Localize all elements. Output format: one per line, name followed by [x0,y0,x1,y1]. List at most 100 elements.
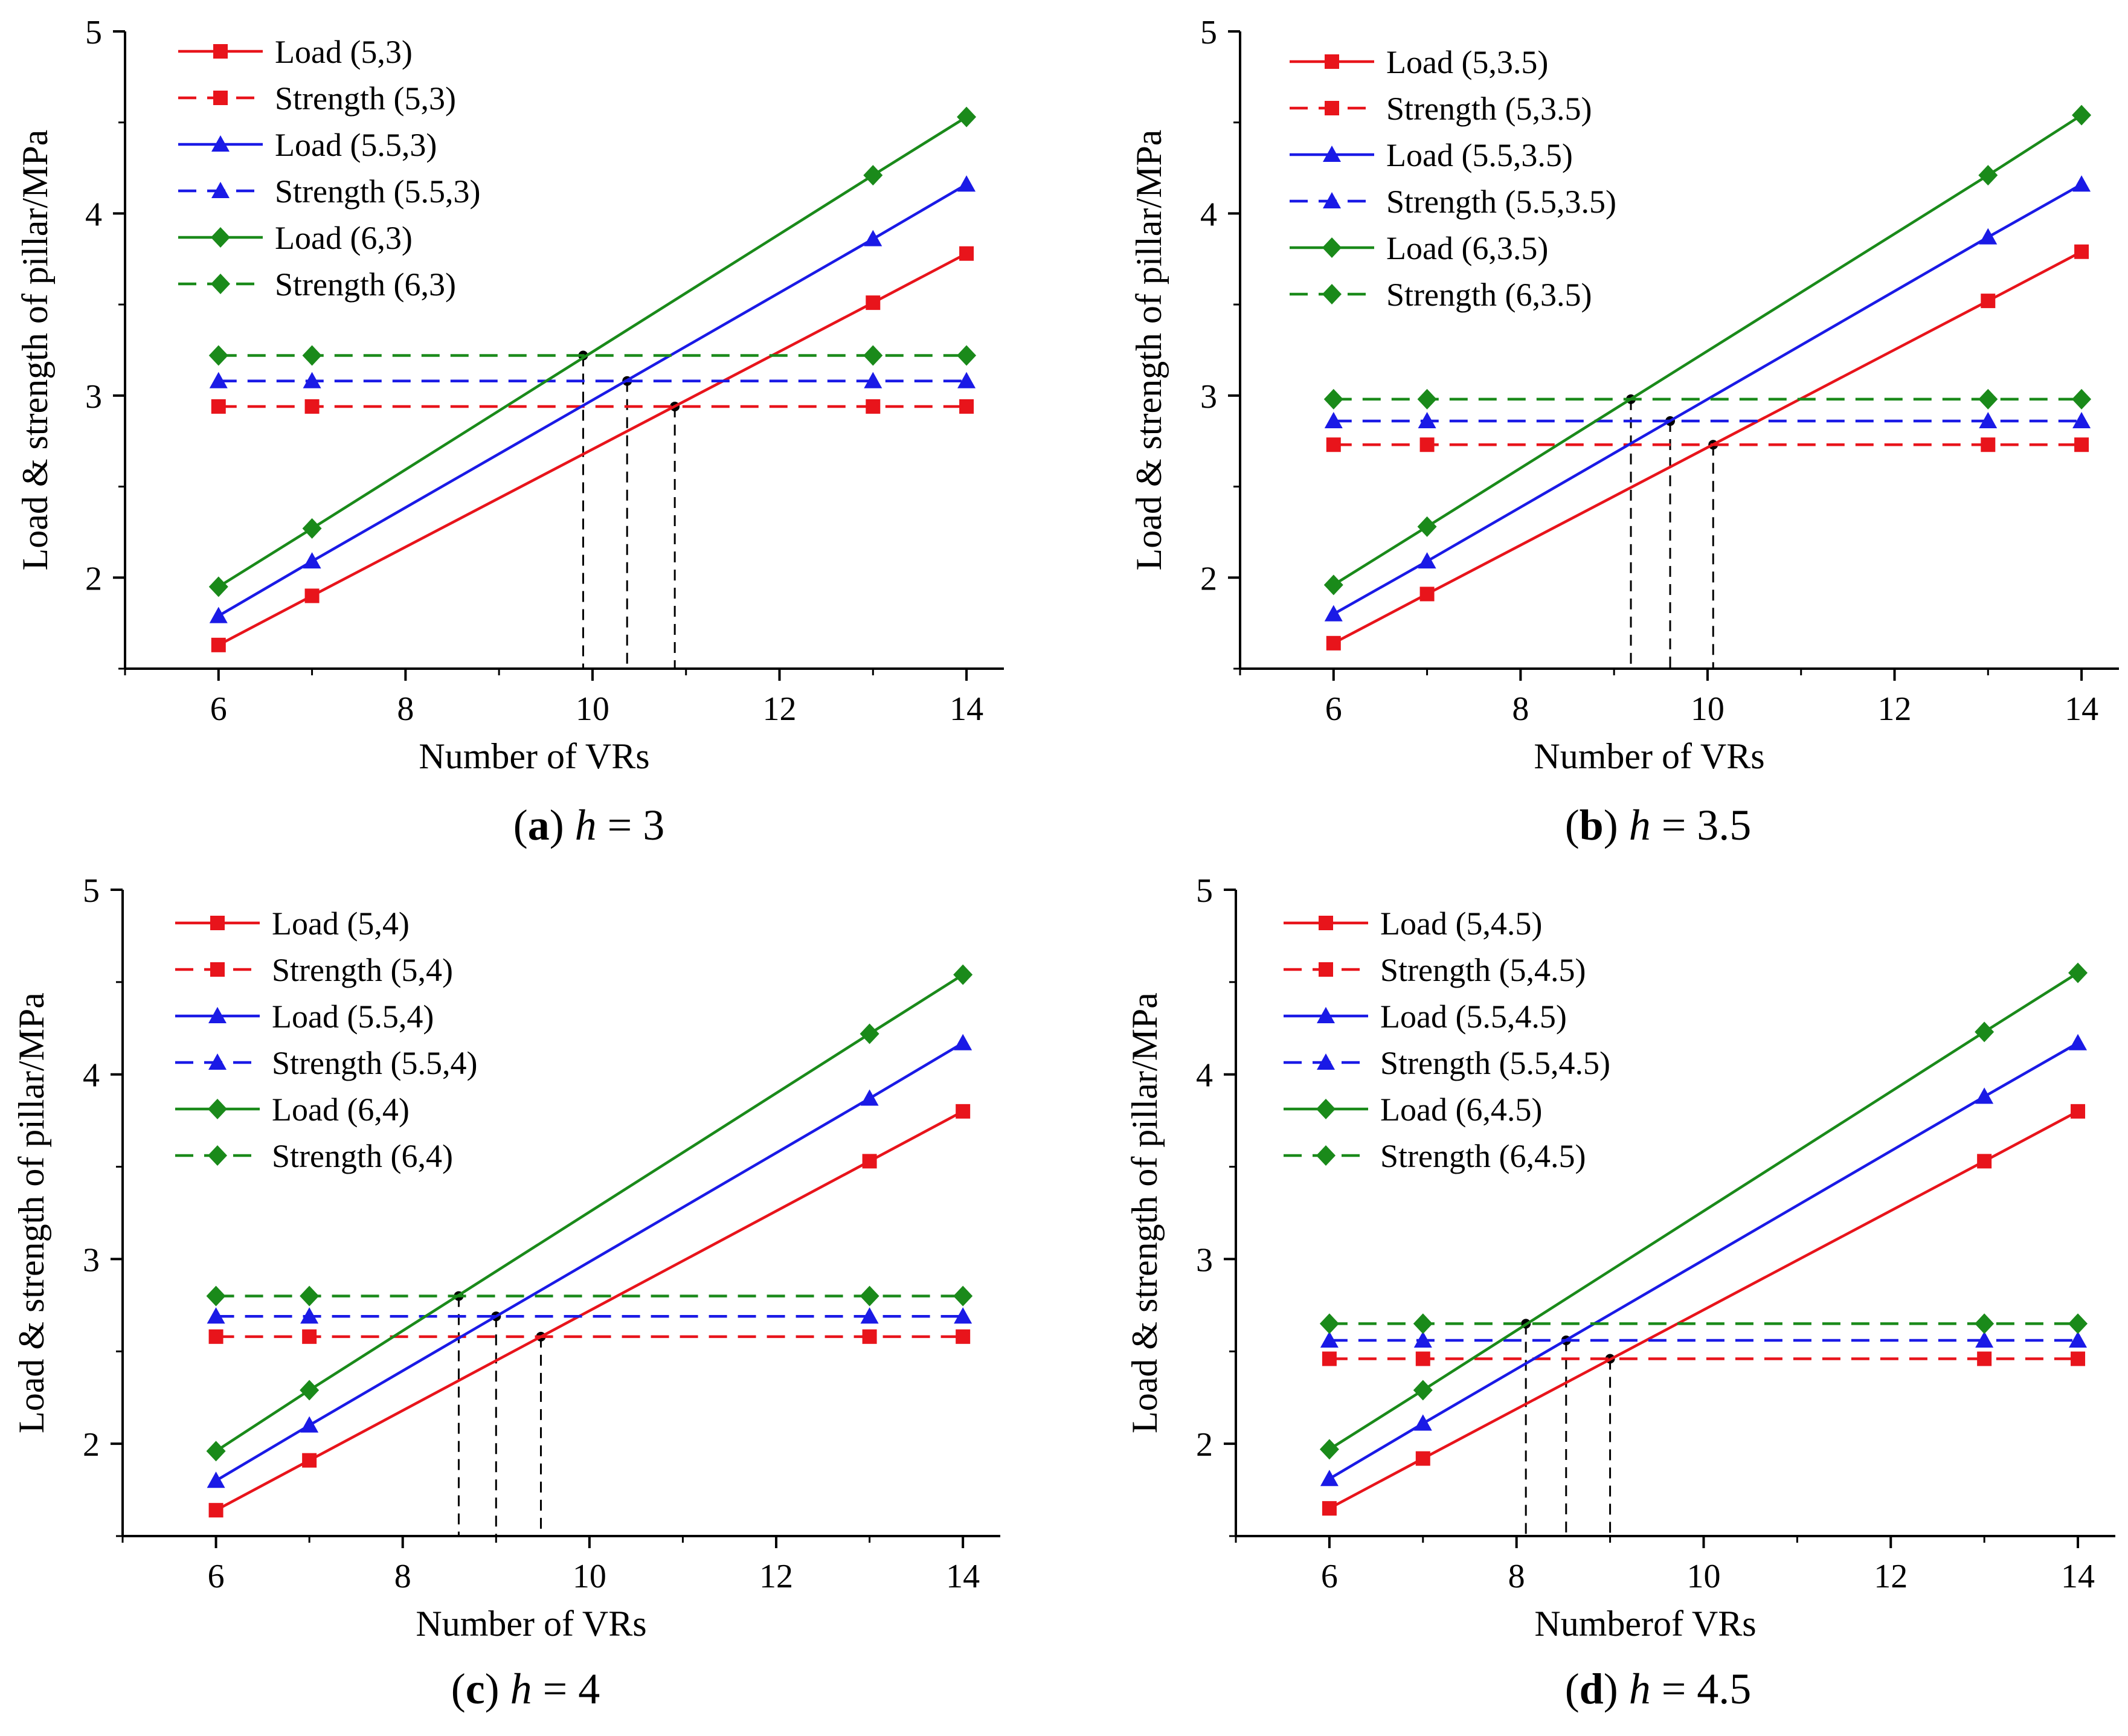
series-line [215,1110,964,1512]
data-point [2074,437,2089,452]
data-point [207,1471,225,1488]
data-point [863,345,883,366]
legend-label: Strength (5,3) [275,80,456,117]
data-point [2074,244,2089,259]
data-point [953,964,973,985]
data-point [1322,1501,1337,1516]
series-4 [208,106,977,597]
series-3 [1320,1331,2088,1348]
data-point [954,1034,972,1050]
series-line [217,115,968,588]
legend: Load (5,4.5) Strength (5,4.5) Load (5.5,4.… [1284,905,1610,1174]
data-point [211,399,226,414]
legend-marker [208,1145,227,1166]
legend-marker [208,1053,227,1070]
panel-caption: (c) h = 4 [451,1665,600,1713]
data-point [2072,412,2091,429]
data-point [866,295,881,310]
legend-label: Strength (6,3) [275,266,456,303]
series-line [215,973,964,1453]
legend-marker [208,1007,227,1023]
series-2 [1320,1034,2088,1487]
legend-label: Strength (5.5,3.5) [1386,184,1616,220]
data-point [1978,388,1998,410]
series-line [1332,183,2083,616]
data-point [957,175,976,192]
series-4 [206,964,973,1462]
y-tick-label: 4 [83,1057,100,1095]
y-tick-label: 3 [1200,378,1217,416]
legend-label: Strength (6,4.5) [1380,1138,1586,1174]
data-point [2068,962,2088,983]
legend-label: Load (5.5,4.5) [1380,998,1567,1035]
x-tick-label: 6 [1325,690,1342,728]
data-point [860,1023,879,1044]
legend-label: Load (5,3) [275,34,413,70]
data-point [957,106,977,127]
data-point [209,371,228,388]
legend-label: Strength (6,3.5) [1386,277,1592,313]
series-0 [1322,1104,2086,1516]
y-tick-label: 3 [83,1241,100,1279]
data-point [2071,1104,2086,1119]
series-3 [209,371,976,388]
data-point [1979,412,1998,429]
legend-marker [1323,192,1341,208]
legend-marker [211,182,230,198]
x-tick-label: 14 [946,1558,980,1595]
data-point [864,371,882,388]
data-point [1981,294,1996,309]
series-line [1332,114,2083,587]
series-4 [1319,962,2088,1460]
x-axis-label: Number of VRs [416,1604,646,1644]
data-point [206,1441,226,1462]
data-point [304,588,320,603]
data-point [1981,437,1996,452]
series-1 [208,1329,971,1344]
y-tick-label: 3 [85,378,102,416]
data-point [1975,1331,1994,1348]
series-line [1328,1110,2079,1510]
x-tick-label: 12 [763,690,797,728]
data-point [1326,437,1341,452]
series-0 [208,1104,971,1518]
x-tick-label: 14 [2061,1558,2095,1595]
series-1 [1322,1351,2086,1366]
x-tick-label: 8 [1512,690,1529,728]
data-point [1415,1451,1430,1466]
chart-panel-c: 6 8 10 12 14 2 3 4 5 Number of VRs Load & strength… [11,872,1000,1713]
data-point [953,1285,973,1307]
y-tick-label: 5 [1196,872,1213,910]
data-point [1413,1414,1432,1431]
legend-marker [1319,962,1333,977]
data-point [1417,516,1437,537]
data-point [1322,1351,1337,1366]
x-tick-label: 10 [1691,690,1725,728]
data-point [957,345,977,366]
data-point [302,345,322,366]
legend-marker [1322,284,1342,304]
legend-label: Load (6,3.5) [1386,230,1548,266]
legend-marker [211,135,230,152]
data-point [206,1285,226,1307]
data-point [1975,1087,1994,1104]
legend-label: Load (5.5,3.5) [1386,137,1573,173]
legend-marker [1317,1053,1335,1070]
series-5 [1319,1313,2088,1334]
x-axis-label: Number of VRs [1534,736,1764,776]
legend: Load (5,3) Strength (5,3) Load (5.5,3) Stre… [178,34,480,303]
x-tick-label: 10 [573,1558,606,1595]
legend-marker [1322,237,1342,258]
series-line [215,1041,964,1482]
data-point [1324,412,1343,429]
data-point [1975,1313,1995,1334]
y-axis-label: Load & strength of pillar/MPa [1125,992,1165,1433]
series-1 [1326,437,2089,452]
legend-marker [1323,146,1341,162]
legend-label: Strength (5,3.5) [1386,91,1592,127]
y-axis-label: Load & strength of pillar/MPa [11,992,51,1433]
panel-caption: (a) h = 3 [513,801,665,849]
data-point [1417,388,1437,410]
legend-marker [213,44,228,59]
